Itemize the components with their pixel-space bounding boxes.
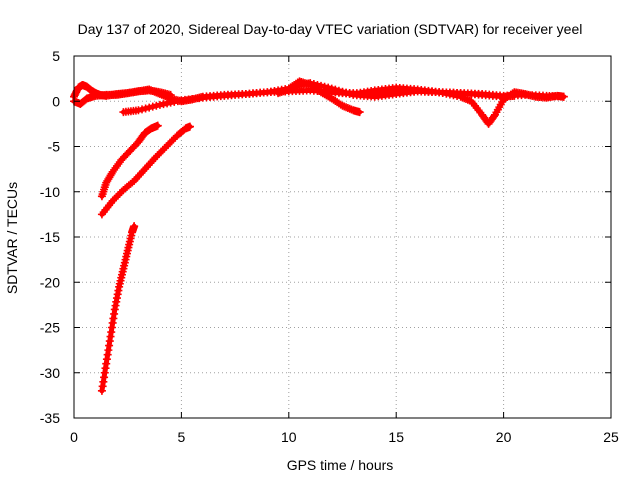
data-point xyxy=(320,82,329,91)
data-point xyxy=(160,144,169,153)
data-point xyxy=(158,146,167,155)
data-point xyxy=(185,122,194,131)
data-point xyxy=(130,222,139,231)
y-tick-label: -30 xyxy=(40,365,60,381)
data-point xyxy=(345,89,354,98)
y-tick-label: 0 xyxy=(52,93,60,109)
data-point xyxy=(141,104,150,113)
data-point xyxy=(156,147,165,156)
data-point xyxy=(151,153,160,162)
data-point xyxy=(165,138,174,147)
data-point xyxy=(153,121,162,130)
data-point xyxy=(110,194,119,203)
y-tick-label: 5 xyxy=(52,48,60,64)
data-point xyxy=(317,81,326,90)
data-point xyxy=(148,102,157,111)
data-point xyxy=(489,112,498,121)
data-point xyxy=(306,79,315,88)
series-arc-6 xyxy=(119,77,364,117)
x-tick-label: 15 xyxy=(388,429,404,445)
data-point xyxy=(138,105,147,114)
data-point xyxy=(145,103,154,112)
series-arc-8 xyxy=(274,79,519,101)
y-tick-label: -5 xyxy=(48,139,61,155)
data-point xyxy=(114,191,123,200)
data-point xyxy=(134,106,143,115)
data-point xyxy=(313,80,322,89)
series-arc-5 xyxy=(70,86,175,108)
x-tick-label: 0 xyxy=(70,429,78,445)
y-axis-label: SDTVAR / TECUs xyxy=(4,182,20,294)
y-tick-label: -15 xyxy=(40,229,60,245)
data-point xyxy=(338,87,347,96)
chart-title: Day 137 of 2020, Sidereal Day-to-day VTE… xyxy=(78,21,583,37)
series-arc-3 xyxy=(97,121,162,201)
tick-layer: 0 5 10 15 20 25 5 0 -5 -10 -15 -20 -25 -30 -35 xyxy=(40,48,619,445)
y-tick-label: -35 xyxy=(40,410,60,426)
data-point xyxy=(152,101,161,110)
data-point xyxy=(324,83,333,92)
data-point xyxy=(167,137,176,146)
data-point xyxy=(510,91,519,100)
series-arc-2 xyxy=(97,122,194,219)
grid-layer xyxy=(74,56,611,418)
data-point xyxy=(169,135,178,144)
data-point xyxy=(162,142,171,151)
data-point xyxy=(115,189,124,198)
series-arc-1 xyxy=(97,222,139,395)
data-point xyxy=(128,178,137,187)
data-point xyxy=(342,88,351,97)
data-layer xyxy=(70,77,568,395)
data-point xyxy=(327,84,336,93)
data-point xyxy=(164,140,173,149)
data-point xyxy=(309,80,318,89)
x-tick-label: 5 xyxy=(178,429,186,445)
y-tick-label: -25 xyxy=(40,320,60,336)
x-tick-label: 20 xyxy=(496,429,512,445)
x-tick-label: 25 xyxy=(603,429,619,445)
x-axis-label: GPS time / hours xyxy=(287,457,394,473)
data-point xyxy=(153,151,162,160)
data-point xyxy=(155,149,164,158)
data-point xyxy=(166,90,175,99)
x-tick-label: 10 xyxy=(281,429,297,445)
y-tick-label: -20 xyxy=(40,274,60,290)
data-point xyxy=(331,85,340,94)
data-point xyxy=(108,196,117,205)
data-point xyxy=(559,92,568,101)
data-point xyxy=(355,108,364,117)
y-tick-label: -10 xyxy=(40,184,60,200)
data-point xyxy=(112,193,121,202)
data-point xyxy=(334,86,343,95)
